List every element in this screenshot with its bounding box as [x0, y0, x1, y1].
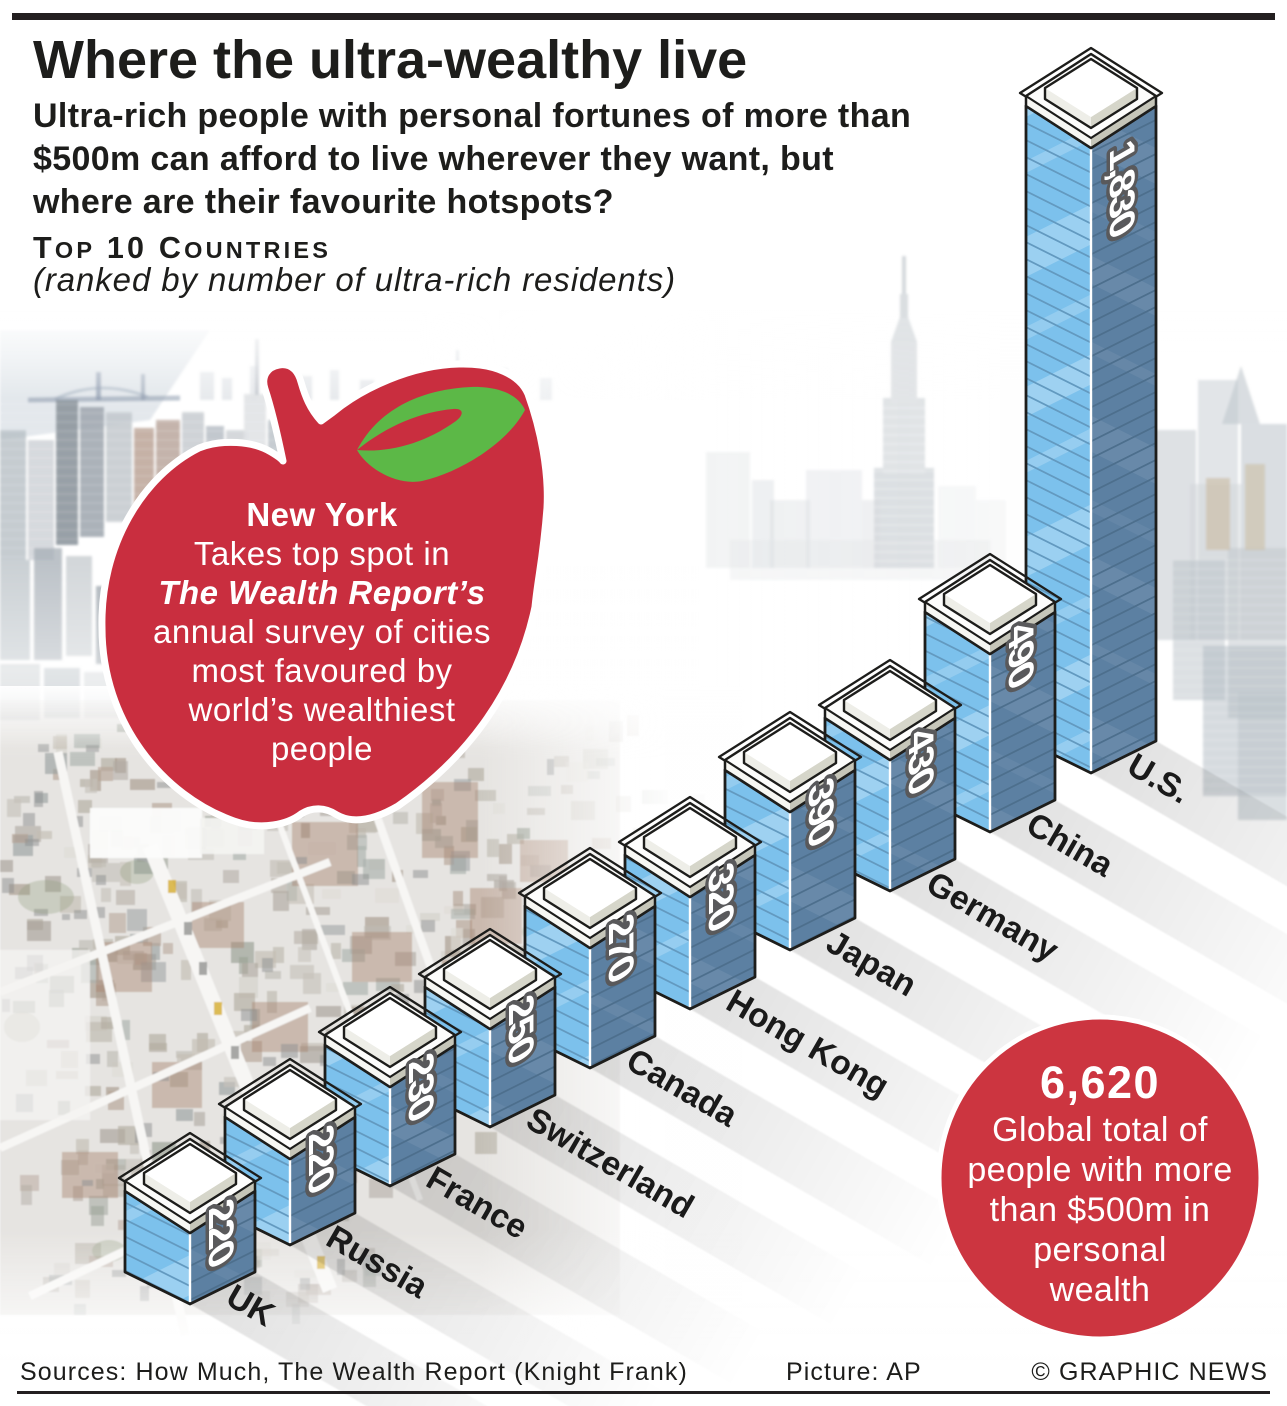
svg-text:personal: personal [1033, 1231, 1167, 1269]
svg-text:world’s wealthiest: world’s wealthiest [187, 691, 455, 728]
svg-text:wealth: wealth [1049, 1271, 1151, 1309]
svg-text:New York: New York [246, 496, 397, 533]
svg-text:annual survey of cities: annual survey of cities [153, 613, 491, 650]
svg-text:The Wealth Report’s: The Wealth Report’s [158, 574, 485, 611]
svg-text:most favoured by: most favoured by [191, 652, 452, 689]
svg-text:Takes top spot in: Takes top spot in [194, 535, 450, 572]
svg-text:Global total of: Global total of [992, 1111, 1208, 1149]
svg-text:6,620: 6,620 [1040, 1057, 1160, 1108]
svg-text:people with more: people with more [967, 1151, 1232, 1189]
svg-text:than $500m in: than $500m in [990, 1191, 1211, 1229]
svg-text:people: people [271, 730, 373, 767]
